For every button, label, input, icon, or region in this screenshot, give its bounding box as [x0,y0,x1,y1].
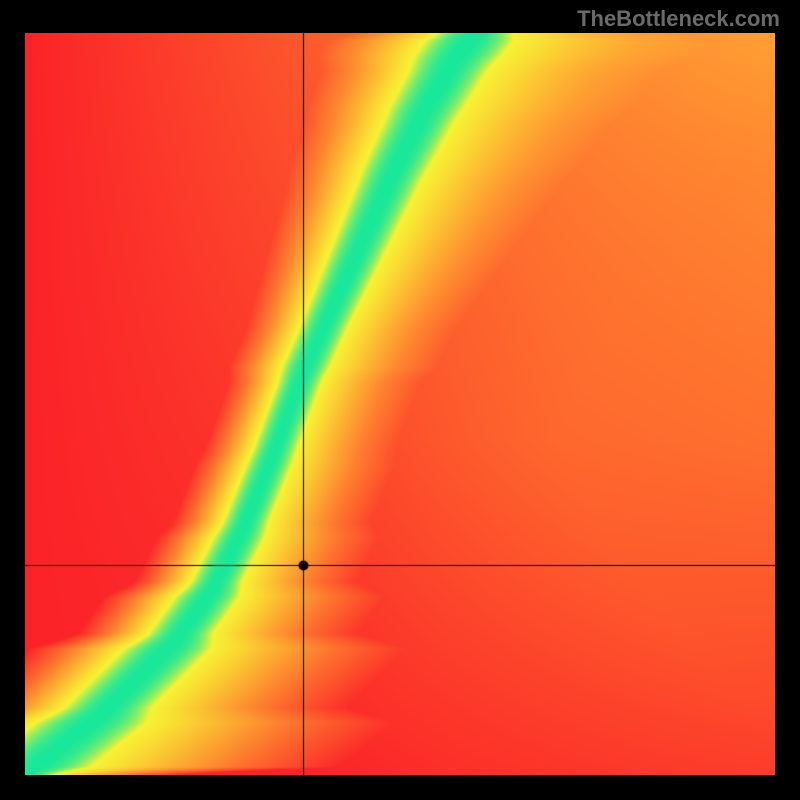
chart-container: TheBottleneck.com [0,0,800,800]
watermark-text: TheBottleneck.com [577,6,780,32]
plot-black-frame [0,0,800,800]
crosshair-overlay [25,33,775,775]
